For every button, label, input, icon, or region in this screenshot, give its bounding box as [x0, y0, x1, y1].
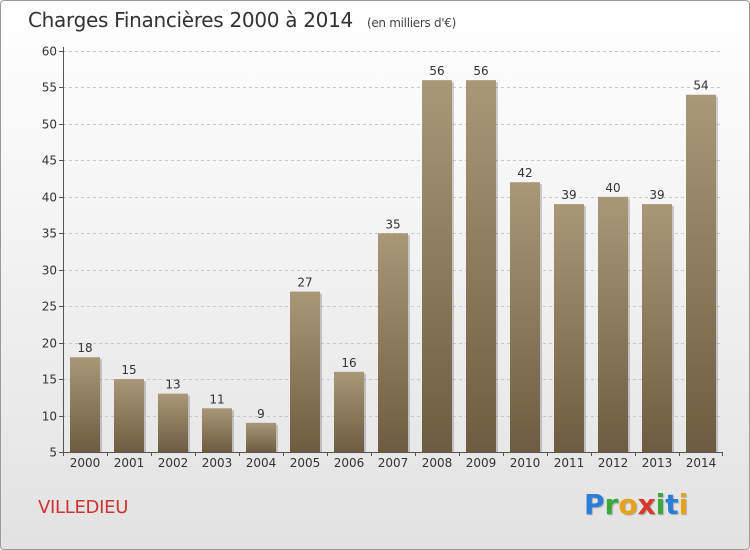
y-tick-label: 35 — [42, 227, 57, 241]
bar — [70, 357, 100, 452]
data-label: 56 — [473, 64, 488, 78]
bar — [158, 393, 188, 452]
data-label: 39 — [649, 188, 664, 202]
bar — [510, 182, 540, 452]
x-tick-label: 2007 — [378, 456, 409, 470]
data-label: 16 — [341, 356, 356, 370]
chart-title: Charges Financières 2000 à 2014 (en milli… — [28, 8, 456, 32]
logo-letter: o — [618, 488, 638, 521]
bar-group — [378, 233, 410, 452]
y-tick-label: 30 — [42, 264, 57, 278]
x-tick-label: 2013 — [642, 456, 673, 470]
bar — [466, 80, 496, 452]
chart-subtitle: (en milliers d'€) — [366, 16, 456, 30]
y-tick-label: 15 — [42, 373, 57, 387]
x-tick-label: 2012 — [598, 456, 629, 470]
data-label: 18 — [77, 341, 92, 355]
bar-group — [70, 357, 102, 452]
bar-group — [554, 204, 586, 452]
bar — [378, 233, 408, 452]
data-label: 15 — [121, 363, 136, 377]
bar — [686, 94, 716, 452]
x-tick-label: 2000 — [70, 456, 101, 470]
data-label: 35 — [385, 217, 400, 231]
data-label: 42 — [517, 166, 532, 180]
bar-group — [334, 371, 366, 452]
bar — [290, 291, 320, 452]
data-label: 40 — [605, 181, 620, 195]
y-tick-label: 40 — [42, 191, 57, 205]
bar — [554, 204, 584, 452]
x-tick-label: 2003 — [202, 456, 233, 470]
bar-group — [202, 408, 234, 452]
logo-letter: t — [665, 488, 679, 521]
bar-group — [598, 196, 630, 452]
logo-letter: x — [637, 488, 656, 521]
labels: 5 10 15 20 25 30 35 40 45 50 55 60 18 2000 15 2001 13 200… — [42, 45, 717, 471]
y-tick-label: 45 — [42, 154, 57, 168]
bar-group — [246, 422, 278, 452]
x-tick-label: 2014 — [686, 456, 717, 470]
x-tick-label: 2010 — [510, 456, 541, 470]
title-text: Charges Financières 2000 à 2014 — [28, 8, 353, 32]
data-label: 27 — [297, 276, 312, 290]
y-tick-label: 20 — [42, 337, 57, 351]
x-tick-label: 2001 — [114, 456, 145, 470]
logo-letter: i — [655, 488, 666, 521]
bar-group — [422, 80, 454, 452]
bar-group — [510, 182, 542, 452]
logo-letter: P — [584, 488, 605, 521]
bar — [202, 408, 232, 452]
axes — [59, 47, 723, 456]
bar-group — [290, 291, 322, 452]
data-label: 56 — [429, 64, 444, 78]
data-label: 9 — [257, 407, 265, 421]
x-tick-label: 2011 — [554, 456, 585, 470]
y-tick-label: 50 — [42, 118, 57, 132]
bar — [598, 196, 628, 452]
bar-group — [642, 204, 674, 452]
bar-group — [158, 393, 190, 452]
y-tick-label: 5 — [49, 446, 57, 460]
x-tick-label: 2006 — [334, 456, 365, 470]
bar — [642, 204, 672, 452]
logo-letter: i — [678, 488, 689, 521]
x-tick-label: 2009 — [466, 456, 497, 470]
data-label: 13 — [165, 378, 180, 392]
bar — [114, 379, 144, 452]
y-tick-label: 60 — [42, 45, 57, 59]
bar — [422, 80, 452, 452]
proxiti-logo: Proxiti — [584, 488, 688, 521]
x-tick-label: 2005 — [290, 456, 321, 470]
y-tick-label: 25 — [42, 300, 57, 314]
data-label: 39 — [561, 188, 576, 202]
bars — [70, 80, 718, 452]
bar-group — [466, 80, 498, 452]
logo-letter: r — [604, 488, 619, 521]
data-label: 54 — [693, 79, 708, 93]
bar-group — [686, 94, 718, 452]
bar — [334, 371, 364, 452]
bar-group — [114, 379, 146, 452]
bar — [246, 422, 276, 452]
data-label: 11 — [209, 392, 224, 406]
x-tick-label: 2008 — [422, 456, 453, 470]
y-tick-label: 10 — [42, 410, 57, 424]
x-tick-label: 2004 — [246, 456, 277, 470]
x-tick-label: 2002 — [158, 456, 189, 470]
commune-name: VILLEDIEU — [38, 497, 129, 518]
y-tick-label: 55 — [42, 81, 57, 95]
